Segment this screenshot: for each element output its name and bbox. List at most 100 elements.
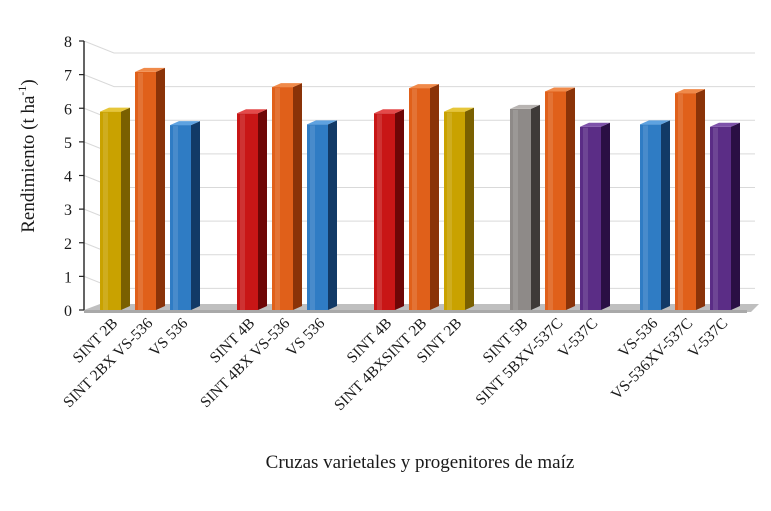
bar-highlight — [447, 112, 452, 310]
x-category-label: VS 536 — [146, 315, 191, 360]
bar — [272, 83, 302, 310]
bar-top — [675, 89, 705, 94]
y-tick-label: 5 — [64, 135, 72, 152]
bar-top — [272, 83, 302, 88]
bar-highlight — [643, 125, 648, 310]
bar-side — [566, 87, 575, 310]
bar-side — [156, 67, 165, 310]
bar-top — [640, 120, 670, 125]
bar-side — [191, 121, 200, 310]
bar — [237, 109, 267, 310]
y-tick-label: 8 — [64, 34, 72, 51]
bar-side — [258, 109, 267, 310]
bar — [710, 122, 740, 311]
bar-side — [293, 83, 302, 310]
bar-top — [409, 84, 439, 89]
bar-top — [510, 104, 540, 109]
bar-front — [272, 87, 293, 310]
bar-highlight — [678, 94, 683, 311]
bar — [580, 122, 610, 311]
bar-side — [395, 109, 404, 310]
bar-side — [696, 89, 705, 311]
bar-side — [465, 107, 474, 310]
bar-front — [444, 111, 465, 310]
bar-front — [510, 108, 531, 310]
bar — [374, 109, 404, 310]
bar-top — [135, 67, 165, 72]
y-axis-title-sup: -1 — [15, 86, 29, 96]
bar-top — [170, 121, 200, 126]
bar-top — [100, 107, 130, 112]
bar — [640, 120, 670, 310]
bar-top — [374, 109, 404, 114]
y-tick-label: 2 — [64, 236, 72, 253]
bar-side — [121, 107, 130, 310]
bar-side — [661, 120, 670, 310]
bar — [444, 107, 474, 310]
y-tick-label: 6 — [64, 101, 72, 118]
bar-highlight — [103, 112, 108, 310]
y-tick-label: 7 — [64, 68, 72, 85]
bar-top — [237, 109, 267, 114]
y-tick-label: 3 — [64, 202, 72, 219]
bar-highlight — [310, 125, 315, 310]
bar-front — [580, 126, 601, 311]
bar-highlight — [275, 88, 280, 310]
y-axis-title: Rendimiento (t ha-1) — [15, 79, 39, 233]
x-axis-title: Cruzas varietales y progenitores de maíz — [266, 452, 575, 473]
bar-front — [710, 126, 731, 311]
bar-side — [601, 122, 610, 311]
bar-side — [430, 84, 439, 310]
bar-top — [580, 122, 610, 127]
bar-highlight — [513, 109, 518, 310]
bar — [510, 104, 540, 310]
y-axis-title-main: Rendimiento (t ha — [18, 95, 39, 233]
bar-highlight — [548, 92, 553, 310]
bar-top — [444, 107, 474, 112]
bar — [100, 107, 130, 310]
y-axis-title-end: ) — [18, 79, 39, 85]
bar-highlight — [412, 89, 417, 310]
x-category-label: V-537C — [555, 315, 601, 361]
bar-top — [545, 87, 575, 92]
bar-top — [307, 120, 337, 125]
bar — [170, 121, 200, 310]
bar-highlight — [713, 127, 718, 311]
y-tick-label: 4 — [64, 169, 72, 186]
bar-front — [545, 91, 566, 310]
bar-front — [675, 93, 696, 311]
bar-front — [100, 111, 121, 310]
gridline — [83, 40, 755, 54]
bar-front — [307, 124, 328, 310]
bar-highlight — [240, 114, 245, 310]
bar-side — [531, 104, 540, 310]
bar-front — [640, 124, 661, 310]
bars — [100, 67, 740, 311]
gridline — [83, 74, 755, 88]
bar — [545, 87, 575, 310]
bar — [307, 120, 337, 310]
bar-front — [374, 113, 395, 310]
bar-front — [170, 125, 191, 310]
bar-side — [328, 120, 337, 310]
bar — [135, 67, 165, 310]
bar-front — [409, 88, 430, 310]
y-tick-label: 0 — [64, 303, 72, 320]
bar-highlight — [173, 126, 178, 310]
y-tick-label: 1 — [64, 269, 72, 286]
bar-front — [135, 71, 156, 310]
x-category-label: V-537C — [685, 315, 731, 361]
bar-highlight — [138, 72, 143, 310]
floor-edge — [84, 310, 747, 313]
bar-side — [731, 122, 740, 311]
bar-highlight — [377, 114, 382, 310]
y-axis: 0 1 2 3 4 5 6 7 8 — [64, 34, 85, 320]
bar — [409, 84, 439, 310]
bar-highlight — [583, 127, 588, 311]
bar — [675, 89, 705, 311]
bar-front — [237, 113, 258, 310]
x-category-label: VS 536 — [283, 315, 328, 360]
